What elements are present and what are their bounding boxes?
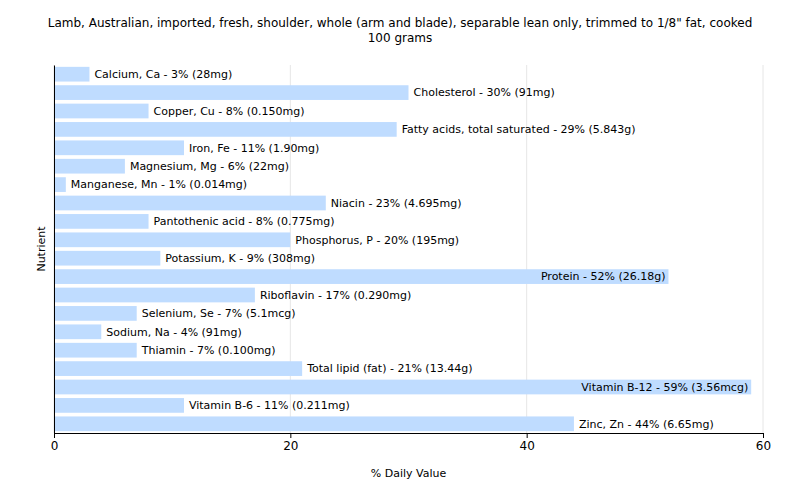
- bar: [54, 324, 101, 339]
- bar: [54, 380, 751, 395]
- grid: [54, 65, 763, 433]
- bar: [54, 306, 137, 321]
- bar-label: Copper, Cu - 8% (0.150mg): [154, 105, 305, 118]
- bars: [54, 67, 751, 431]
- bar: [54, 85, 409, 100]
- bar-label: Phosphorus, P - 20% (195mg): [295, 234, 459, 247]
- y-axis-line: [54, 66, 55, 434]
- bar: [54, 104, 149, 119]
- y-axis: [54, 66, 55, 434]
- bar: [54, 140, 184, 155]
- x-tick: 20: [283, 433, 298, 453]
- bar-label: Vitamin B-12 - 59% (3.56mcg): [581, 381, 748, 394]
- bar: [54, 251, 160, 266]
- bar: [54, 288, 255, 303]
- x-tick-mark: [290, 433, 291, 438]
- bar-label: Riboflavin - 17% (0.290mg): [260, 289, 411, 302]
- bar: [54, 214, 149, 229]
- x-axis-title: % Daily Value: [371, 467, 447, 480]
- x-tick: 0: [51, 433, 59, 453]
- x-tick: 40: [520, 433, 535, 453]
- bar: [54, 159, 125, 174]
- x-axis-line: [55, 434, 764, 439]
- grid-line: [763, 65, 764, 433]
- grid-line: [290, 65, 291, 433]
- bar-label: Magnesium, Mg - 6% (22mg): [130, 160, 289, 173]
- x-axis: 0 20 40 60: [51, 433, 771, 453]
- x-tick-label: 20: [283, 439, 298, 453]
- title-line: Lamb, Australian, imported, fresh, shoul…: [48, 16, 753, 30]
- bar-labels: Calcium, Ca - 3% (28mg) Cholesterol - 30%…: [71, 68, 748, 431]
- bar: [54, 269, 668, 284]
- bar: [54, 416, 574, 431]
- x-tick-mark: [527, 433, 528, 438]
- x-tick-mark: [54, 433, 55, 438]
- chart: Lamb, Australian, imported, fresh, shoul…: [0, 0, 800, 500]
- bar: [54, 67, 89, 82]
- bar-label: Sodium, Na - 4% (91mg): [106, 326, 242, 339]
- bar: [54, 361, 302, 376]
- bar-label: Cholesterol - 30% (91mg): [414, 86, 555, 99]
- bar-label: Vitamin B-6 - 11% (0.211mg): [189, 399, 350, 412]
- bar: [54, 177, 66, 192]
- bar: [54, 343, 137, 358]
- bar: [54, 232, 290, 247]
- bar: [54, 196, 326, 211]
- bar-label: Calcium, Ca - 3% (28mg): [94, 68, 232, 81]
- y-axis-title: Nutrient: [35, 226, 48, 272]
- bar-label: Iron, Fe - 11% (1.90mg): [189, 142, 319, 155]
- title-line: 100 grams: [368, 31, 433, 45]
- bar-label: Total lipid (fat) - 21% (13.44g): [306, 362, 472, 375]
- x-tick-label: 0: [51, 439, 59, 453]
- title: Lamb, Australian, imported, fresh, shoul…: [48, 16, 753, 45]
- bar-label: Potassium, K - 9% (308mg): [165, 252, 315, 265]
- bar-label: Thiamin - 7% (0.100mg): [141, 344, 276, 357]
- x-tick-label: 40: [520, 439, 535, 453]
- bar: [54, 122, 397, 137]
- bar-label: Niacin - 23% (4.695mg): [331, 197, 462, 210]
- bar-label: Manganese, Mn - 1% (0.014mg): [71, 178, 247, 191]
- bar-label: Pantothenic acid - 8% (0.775mg): [154, 215, 335, 228]
- bar: [54, 398, 184, 413]
- bar-label: Protein - 52% (26.18g): [541, 270, 666, 283]
- bar-label: Zinc, Zn - 44% (6.65mg): [579, 418, 714, 431]
- grid-line: [54, 65, 55, 433]
- bar-label: Fatty acids, total saturated - 29% (5.84…: [402, 123, 636, 136]
- x-tick-label: 60: [756, 439, 771, 453]
- x-tick: 60: [756, 433, 771, 453]
- grid-line: [526, 65, 527, 433]
- bar-label: Selenium, Se - 7% (5.1mcg): [142, 307, 296, 320]
- x-tick-mark: [763, 433, 764, 438]
